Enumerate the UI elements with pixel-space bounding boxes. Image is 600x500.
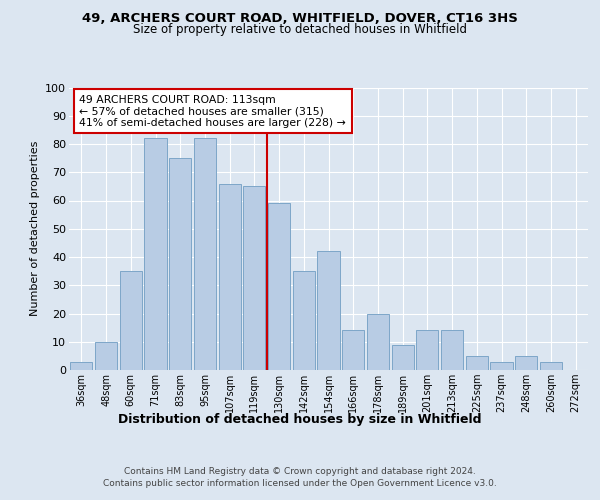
Bar xyxy=(441,330,463,370)
Text: 49, ARCHERS COURT ROAD, WHITFIELD, DOVER, CT16 3HS: 49, ARCHERS COURT ROAD, WHITFIELD, DOVER… xyxy=(82,12,518,26)
Bar xyxy=(367,314,389,370)
Text: Contains HM Land Registry data © Crown copyright and database right 2024.: Contains HM Land Registry data © Crown c… xyxy=(124,468,476,476)
Bar xyxy=(342,330,364,370)
Bar xyxy=(243,186,265,370)
Bar xyxy=(540,362,562,370)
Bar xyxy=(218,184,241,370)
Bar xyxy=(515,356,538,370)
Bar xyxy=(466,356,488,370)
Bar xyxy=(268,204,290,370)
Bar xyxy=(119,271,142,370)
Bar xyxy=(416,330,439,370)
Text: Contains public sector information licensed under the Open Government Licence v3: Contains public sector information licen… xyxy=(103,479,497,488)
Bar xyxy=(293,271,315,370)
Bar xyxy=(145,138,167,370)
Bar xyxy=(392,344,414,370)
Text: 49 ARCHERS COURT ROAD: 113sqm
← 57% of detached houses are smaller (315)
41% of : 49 ARCHERS COURT ROAD: 113sqm ← 57% of d… xyxy=(79,94,346,128)
Bar xyxy=(194,138,216,370)
Bar xyxy=(169,158,191,370)
Bar xyxy=(490,362,512,370)
Bar xyxy=(70,362,92,370)
Y-axis label: Number of detached properties: Number of detached properties xyxy=(29,141,40,316)
Bar xyxy=(95,342,117,370)
Text: Size of property relative to detached houses in Whitfield: Size of property relative to detached ho… xyxy=(133,22,467,36)
Bar xyxy=(317,252,340,370)
Text: Distribution of detached houses by size in Whitfield: Distribution of detached houses by size … xyxy=(118,412,482,426)
